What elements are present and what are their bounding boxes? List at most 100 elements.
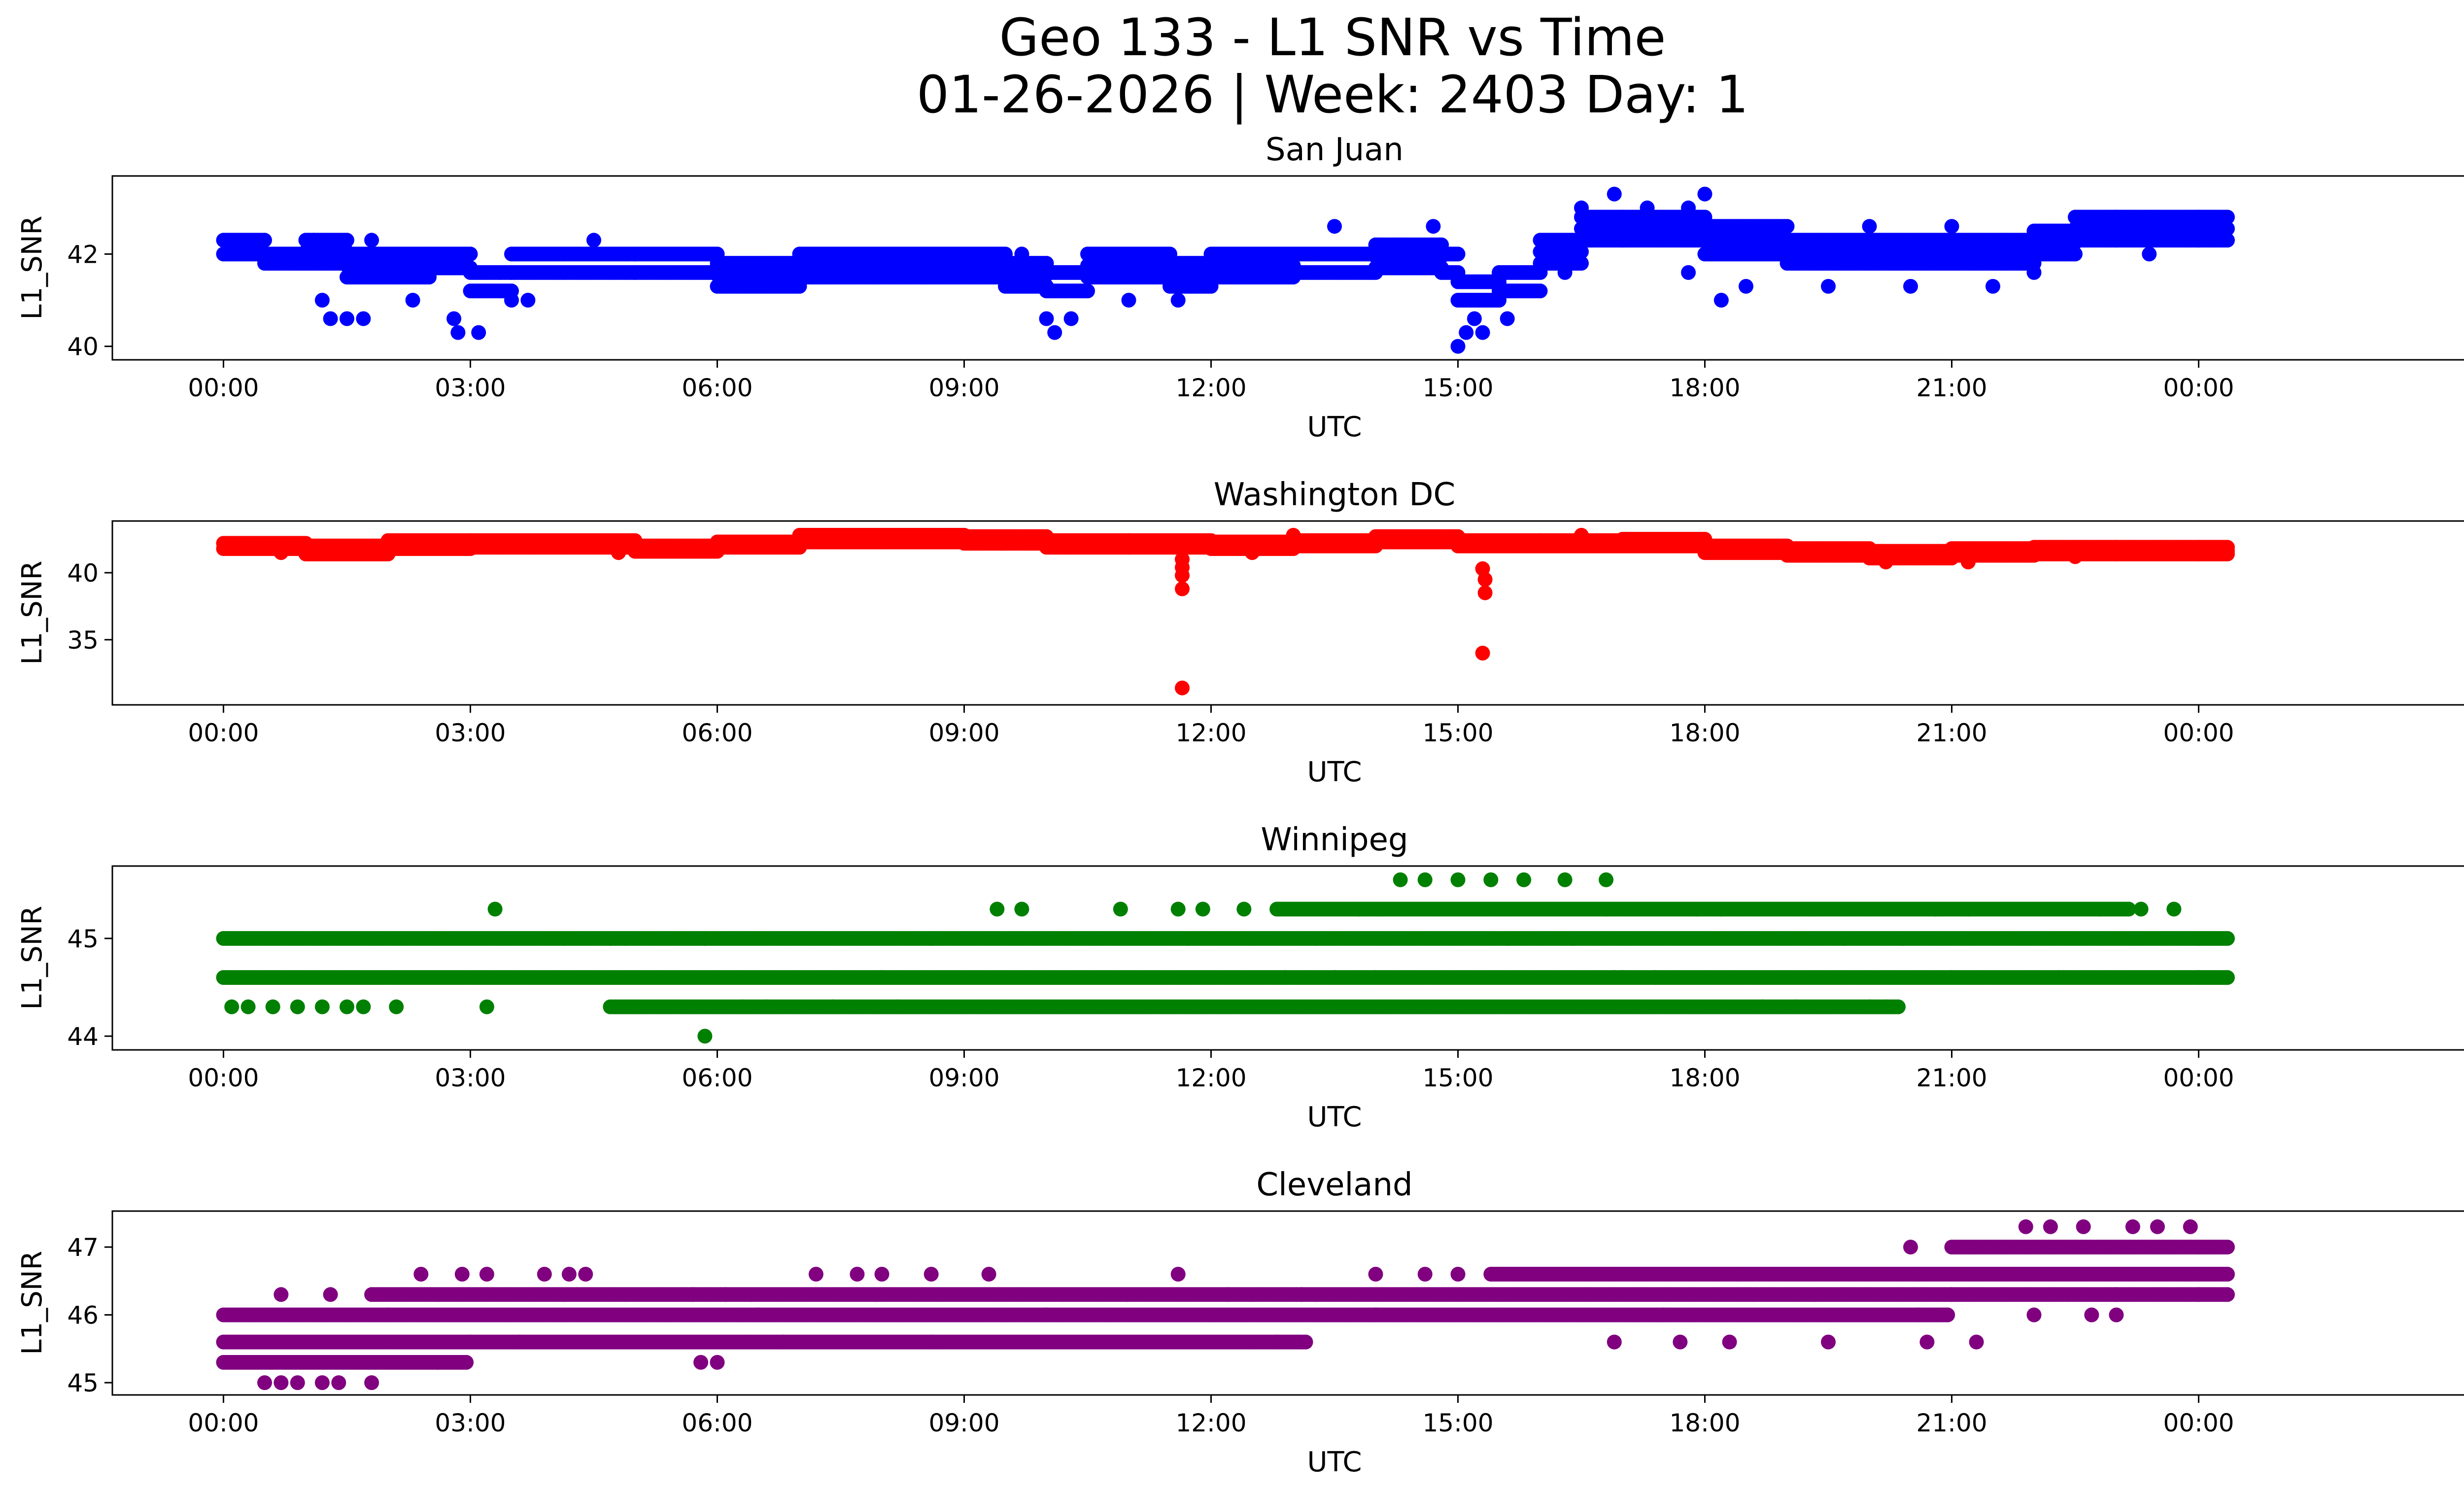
data-point (446, 311, 462, 326)
x-tick-label: 21:00 (1916, 719, 1987, 747)
data-point (340, 233, 354, 248)
data-point (1327, 219, 1342, 234)
subplot-title: San Juan (1266, 132, 1403, 168)
data-point (1780, 219, 1795, 234)
data-point (1014, 246, 1029, 262)
x-tick-label: 03:00 (435, 719, 506, 747)
data-point (2026, 265, 2042, 280)
data-point (611, 545, 626, 560)
data-point (1533, 283, 1548, 299)
x-tick-label: 09:00 (928, 719, 999, 747)
data-point (1985, 278, 2000, 294)
subplot-washington-dc: Washington DC UTC L1_SNR 00:00 03:00 06:00… (16, 477, 2464, 788)
data-point (1047, 325, 1062, 340)
data-point (323, 311, 338, 326)
data-point (257, 233, 272, 248)
data-point (450, 325, 466, 340)
plot-area-frame (111, 175, 2464, 361)
subplot-winnipeg: Winnipeg UTC L1_SNR 00:00 03:00 06:00 09:00… (16, 822, 2464, 1133)
x-tick-label: 15:00 (1422, 719, 1493, 747)
data-point (1607, 186, 1622, 202)
data-point (463, 246, 478, 262)
data-point (1475, 325, 1490, 340)
x-tick-label: 06:00 (682, 719, 753, 747)
data-point (1903, 278, 1918, 294)
x-tick-label: 06:00 (682, 374, 753, 402)
x-tick-label: 00:00 (188, 374, 259, 402)
x-tick-label: 18:00 (1669, 374, 1740, 402)
scatter-series (216, 527, 2235, 695)
data-point (1557, 265, 1573, 280)
plot-area-frame (111, 865, 2464, 1051)
x-tick-label: 15:00 (1422, 374, 1493, 402)
data-point (1862, 219, 1877, 234)
subplot-san-juan: San Juan UTC L1_SNR 00:00 03:00 06:00 09:00… (16, 132, 2464, 443)
data-point (1175, 568, 1190, 583)
data-point (1574, 200, 1589, 215)
data-point (405, 293, 420, 308)
data-point (504, 293, 519, 308)
data-point (1477, 585, 1493, 600)
data-point (1944, 219, 1959, 234)
data-point (1450, 246, 1466, 262)
data-point (1500, 311, 1515, 326)
data-point (1286, 527, 1301, 543)
data-point (1459, 325, 1474, 340)
data-point (1450, 339, 1466, 354)
x-tick-label: 00:00 (2163, 719, 2234, 747)
data-point (2068, 549, 2083, 564)
x-tick-label: 03:00 (435, 374, 506, 402)
data-point (307, 233, 322, 248)
x-tick-label: 12:00 (1175, 719, 1246, 747)
data-point (1681, 200, 1696, 215)
data-point (1426, 219, 1441, 234)
y-tick-label: 35 (67, 626, 99, 655)
scatter-series (216, 186, 2235, 354)
data-point (1640, 200, 1655, 215)
x-tick-label: 18:00 (1669, 719, 1740, 747)
data-point (1713, 293, 1729, 308)
data-point (1821, 278, 1836, 294)
data-point (1960, 555, 1976, 570)
figure-title-line1: Geo 133 - L1 SNR vs Time (999, 7, 1666, 68)
data-point (1063, 311, 1079, 326)
data-point (1170, 293, 1186, 308)
y-axis-label: L1_SNR (16, 215, 48, 319)
x-axis-label: UTC (1307, 1101, 1362, 1133)
data-point (274, 545, 289, 560)
data-point (1467, 311, 1482, 326)
data-point (1475, 646, 1490, 661)
data-point (356, 311, 371, 326)
y-tick-label: 40 (67, 559, 99, 588)
data-point (471, 325, 486, 340)
y-tick-label: 42 (67, 240, 99, 269)
subplot-title: Winnipeg (1261, 822, 1408, 858)
data-point (1175, 680, 1190, 695)
data-point (364, 233, 379, 248)
data-point (1121, 293, 1136, 308)
data-point (1739, 278, 1753, 294)
x-tick-label: 21:00 (1916, 374, 1987, 402)
data-point (1878, 555, 1893, 570)
data-point (2220, 209, 2235, 225)
data-point (1039, 311, 1054, 326)
y-axis-label: L1_SNR (16, 560, 48, 664)
x-tick-label: 00:00 (2163, 374, 2234, 402)
data-point (1574, 527, 1589, 543)
data-point (340, 311, 354, 326)
axis-ticks: 00:00 03:00 06:00 09:00 12:00 15:00 18:00 21:00… (67, 559, 2234, 747)
data-point (1245, 545, 1260, 560)
data-point (314, 293, 330, 308)
y-tick-label: 40 (67, 333, 99, 361)
y-axis-label: L1_SNR (16, 905, 48, 1009)
data-point (520, 293, 536, 308)
figure-title-line2: 01-26-2026 | Week: 2403 Day: 1 (917, 65, 1748, 125)
data-point (2220, 540, 2235, 555)
scatter-series (216, 872, 2235, 1044)
subplot-title: Washington DC (1214, 477, 1455, 513)
data-point (1681, 265, 1696, 280)
x-tick-label: 09:00 (928, 374, 999, 402)
data-point (1697, 186, 1712, 202)
x-tick-label: 12:00 (1175, 374, 1246, 402)
